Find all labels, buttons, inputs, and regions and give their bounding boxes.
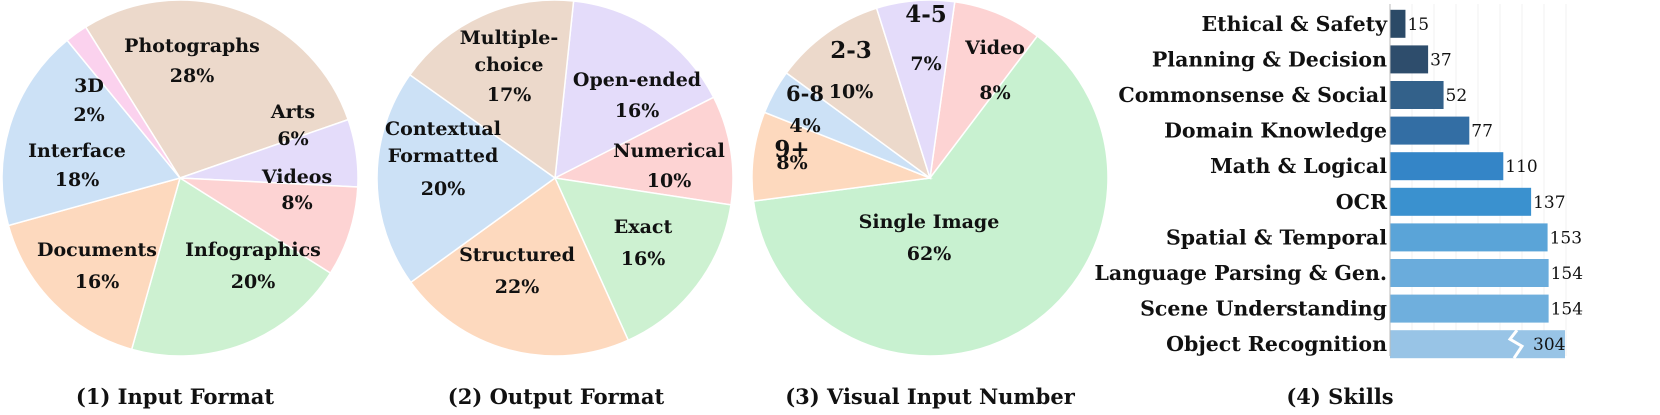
slice-percent-3d: 2% — [73, 104, 104, 126]
axis-break-marker — [1507, 329, 1525, 360]
slice-documents — [7, 176, 182, 351]
slice-percent-exact: 16% — [621, 248, 666, 270]
slice-interface — [1, 39, 182, 227]
slice-percent-contextual-formatted: 20% — [421, 178, 466, 200]
slice-percent-video: 8% — [979, 82, 1010, 104]
bar-spatial-temporal — [1390, 223, 1548, 252]
skill-label-math-logical: Math & Logical — [1210, 154, 1387, 178]
bar-domain-knowledge — [1390, 116, 1470, 145]
slice-label-interface: Interface — [28, 140, 126, 162]
slice-contextual-formatted — [376, 73, 557, 284]
skill-label-object-recognition: Object Recognition — [1166, 332, 1387, 356]
slice-label-arts: Arts — [270, 101, 315, 123]
slice-label-multiple-choice: Multiple-choice — [460, 27, 559, 76]
slice-percent-6-8: 4% — [789, 115, 820, 137]
slice-single-image — [752, 34, 1109, 357]
slice-open-ended — [554, 0, 715, 180]
slice-percent-structured: 22% — [495, 276, 540, 298]
output-format-pie: Open-ended 16% Numerical 10% Exact 16% Structu… — [376, 0, 734, 357]
slice-percent-arts: 6% — [277, 128, 308, 150]
slice-label-4-5: 4-5 — [905, 1, 947, 28]
skill-label-commonsense-social: Commonsense & Social — [1118, 83, 1387, 107]
slice-exact — [553, 177, 732, 342]
slice-label-3d: 3D — [74, 75, 104, 97]
slice-percent-numerical: 10% — [647, 170, 692, 192]
slice-percent-single-image: 62% — [907, 243, 952, 265]
skill-label-scene-understanding: Scene Understanding — [1140, 297, 1387, 321]
slice-percent-videos: 8% — [281, 192, 312, 214]
slice-percent-infographics: 20% — [231, 271, 276, 293]
skill-value-commonsense-social: 52 — [1446, 86, 1468, 106]
slice-label-video: Video — [964, 37, 1025, 59]
skill-label-planning-decision: Planning & Decision — [1152, 47, 1387, 71]
skill-value-ocr: 137 — [1533, 193, 1565, 213]
bar-commonsense-social — [1390, 81, 1444, 109]
slice-percent-open-ended: 16% — [615, 100, 660, 122]
slice-percent-documents: 16% — [75, 271, 120, 293]
skill-label-ethical-safety: Ethical & Safety — [1202, 12, 1389, 36]
slice-label-photographs: Photographs — [124, 35, 260, 57]
skill-label-domain-knowledge: Domain Knowledge — [1164, 119, 1387, 143]
bar-scene-understanding — [1390, 294, 1549, 323]
slice-label-documents: Documents — [37, 239, 157, 261]
skill-value-language-parsing-gen: 154 — [1551, 264, 1583, 284]
slice-percent-interface: 18% — [55, 169, 100, 191]
slice-percent-multiple-choice: 17% — [487, 84, 532, 106]
slice-label-contextual-formatted: Contextual Formatted — [385, 118, 501, 167]
input-format-title: (1) Input Format — [76, 384, 275, 409]
skill-value-domain-knowledge: 77 — [1471, 122, 1493, 142]
slice-label-9: 9+ — [774, 136, 809, 163]
slice-percent-9: 8% — [776, 152, 807, 174]
slice-numerical — [552, 96, 734, 206]
slice-2-3 — [785, 7, 932, 180]
slice-percent-photographs: 28% — [170, 65, 215, 87]
slice-label-2-3: 2-3 — [830, 37, 872, 64]
skill-label-ocr: OCR — [1336, 190, 1388, 214]
slice-multiple-choice — [408, 0, 575, 180]
slice-video — [928, 0, 1039, 181]
skill-value-object-recognition: 304 — [1533, 335, 1565, 355]
skill-value-ethical-safety: 15 — [1407, 15, 1429, 35]
slice-3d — [66, 26, 181, 179]
slice-label-infographics: Infographics — [185, 239, 321, 261]
bar-object-recognition — [1390, 330, 1565, 359]
slice-label-single-image: Single Image — [859, 211, 1000, 233]
bar-planning-decision — [1390, 45, 1429, 74]
skill-label-language-parsing-gen: Language Parsing & Gen. — [1094, 261, 1387, 285]
skill-value-math-logical: 110 — [1505, 157, 1537, 177]
slice-photographs — [84, 0, 350, 179]
slice-structured — [409, 176, 630, 357]
skill-value-spatial-temporal: 153 — [1550, 228, 1582, 248]
slice-label-videos: Videos — [261, 166, 332, 188]
visual-input-number-title: (3) Visual Input Number — [785, 384, 1075, 409]
slice-infographics — [130, 176, 332, 357]
skill-value-scene-understanding: 154 — [1551, 300, 1583, 320]
slice-percent-2-3: 10% — [829, 81, 874, 103]
skill-value-planning-decision: 37 — [1430, 50, 1452, 70]
skill-label-spatial-temporal: Spatial & Temporal — [1166, 225, 1387, 249]
output-format-title: (2) Output Format — [448, 384, 665, 409]
slice-label-6-8: 6-8 — [786, 81, 824, 106]
slice-label-structured: Structured — [459, 244, 575, 266]
bar-ethical-safety — [1390, 9, 1406, 38]
slice-9 — [751, 111, 933, 202]
skills-bar-chart: Ethical & Safety 15 Planning & Decision 37 C… — [1094, 4, 1583, 360]
bar-math-logical — [1390, 152, 1504, 181]
slice-label-open-ended: Open-ended — [573, 69, 701, 91]
skills-title: (4) Skills — [1286, 384, 1393, 409]
slice-videos — [177, 177, 359, 275]
bar-language-parsing-gen — [1390, 259, 1549, 287]
slice-percent-4-5: 7% — [910, 53, 941, 75]
slice-label-exact: Exact — [614, 216, 673, 238]
bar-ocr — [1390, 187, 1532, 216]
slice-label-numerical: Numerical — [613, 140, 725, 162]
input-format-pie: Photographs 28% Arts 6% Videos 8% Infographics… — [1, 0, 359, 357]
slice-4-5 — [875, 0, 956, 179]
